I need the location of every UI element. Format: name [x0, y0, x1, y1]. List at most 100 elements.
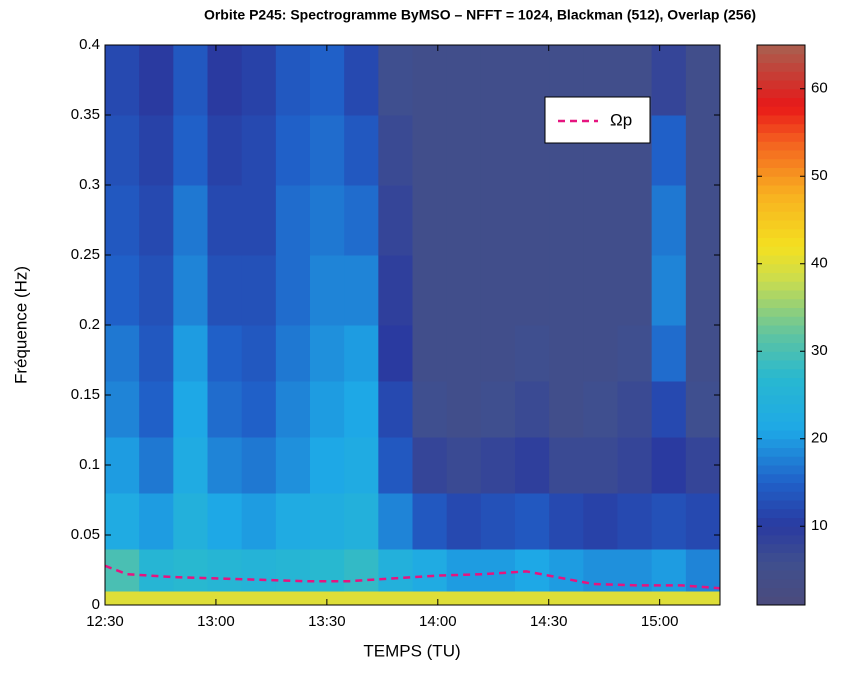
- heatmap-cell: [139, 255, 174, 326]
- heatmap-cell: [173, 493, 208, 550]
- heatmap-cell: [105, 591, 140, 606]
- heatmap-cell: [446, 437, 482, 494]
- heatmap-cell: [241, 115, 277, 186]
- heatmap-cell: [685, 493, 721, 550]
- heatmap-cell: [480, 185, 516, 256]
- heatmap-cell: [310, 381, 345, 438]
- colorbar-segment: [757, 62, 805, 72]
- y-tick-label: 0.3: [79, 176, 100, 193]
- heatmap-cell: [583, 493, 618, 550]
- colorbar-segment: [757, 132, 805, 142]
- heatmap-cell: [207, 493, 243, 550]
- heatmap-cell: [173, 325, 208, 382]
- heatmap-cell: [310, 325, 345, 382]
- heatmap-cell: [241, 549, 277, 592]
- heatmap-cell: [685, 381, 721, 438]
- heatmap-cell: [412, 325, 448, 382]
- colorbar-segment: [757, 298, 805, 308]
- heatmap-cell: [515, 115, 550, 186]
- x-tick-label: 15:00: [641, 613, 679, 630]
- heatmap-cell: [378, 437, 413, 494]
- colorbar-tick-label: 30: [811, 342, 828, 359]
- heatmap-cell: [480, 437, 516, 494]
- heatmap-cell: [651, 437, 687, 494]
- heatmap-cell: [446, 549, 482, 592]
- colorbar-segment: [757, 412, 805, 422]
- heatmap-cell: [378, 325, 413, 382]
- heatmap-cell: [310, 185, 345, 256]
- heatmap-cell: [515, 185, 550, 256]
- heatmap-cell: [275, 115, 311, 186]
- heatmap-cell: [651, 185, 687, 256]
- heatmap-cell: [651, 115, 687, 186]
- heatmap-cell: [173, 437, 208, 494]
- heatmap-cell: [275, 381, 311, 438]
- heatmap-cell: [617, 255, 653, 326]
- heatmap-cell: [105, 381, 140, 438]
- chart-title: Orbite P245: Spectrogramme ByMSO – NFFT …: [204, 7, 756, 23]
- heatmap-cell: [241, 437, 277, 494]
- x-tick-label: 14:00: [419, 613, 457, 630]
- colorbar-segment: [757, 255, 805, 265]
- heatmap-cell: [480, 591, 516, 606]
- colorbar-segment: [757, 115, 805, 125]
- heatmap-cell: [105, 493, 140, 550]
- colorbar-segment: [757, 517, 805, 527]
- heatmap-cell: [344, 493, 379, 550]
- heatmap-cell: [139, 381, 174, 438]
- colorbar-segment: [757, 342, 805, 352]
- heatmap-cell: [685, 325, 721, 382]
- heatmap-cell: [412, 591, 448, 606]
- heatmap-cell: [207, 115, 243, 186]
- heatmap-cell: [344, 325, 379, 382]
- heatmap-cell: [275, 255, 311, 326]
- y-tick-label: 0.1: [79, 456, 100, 473]
- heatmap-cell: [446, 45, 482, 116]
- heatmap-cell: [651, 325, 687, 382]
- colorbar-segment: [757, 456, 805, 466]
- x-axis-label: TEMPS (TU): [363, 641, 460, 660]
- heatmap-cell: [515, 45, 550, 116]
- heatmap-cell: [412, 115, 448, 186]
- heatmap-cell: [685, 255, 721, 326]
- heatmap-cell: [139, 549, 174, 592]
- heatmap-cell: [207, 549, 243, 592]
- heatmap-cell: [651, 381, 687, 438]
- heatmap-cell: [275, 325, 311, 382]
- heatmap-cell: [344, 45, 379, 116]
- heatmap-cell: [446, 185, 482, 256]
- heatmap-cell: [515, 255, 550, 326]
- heatmap-cell: [173, 185, 208, 256]
- heatmap-cell: [549, 493, 584, 550]
- colorbar-segment: [757, 220, 805, 230]
- omega-line: [104, 564, 720, 590]
- colorbar-segment: [757, 202, 805, 212]
- colorbar-segment: [757, 80, 805, 90]
- heatmap-cell: [583, 255, 618, 326]
- heatmap-cell: [549, 591, 584, 606]
- colorbar-segment: [757, 438, 805, 448]
- heatmap-cell: [515, 591, 550, 606]
- heatmap-cell: [378, 591, 413, 606]
- heatmap-cell: [105, 45, 140, 116]
- heatmap-cell: [549, 325, 584, 382]
- heatmap-cell: [241, 591, 277, 606]
- heatmap-cell: [651, 493, 687, 550]
- heatmap-cell: [378, 549, 413, 592]
- colorbar-frame: [756, 44, 806, 606]
- heatmap-cell: [583, 185, 618, 256]
- heatmap-cell: [549, 437, 584, 494]
- heatmap-cell: [583, 437, 618, 494]
- heatmap-cell: [412, 437, 448, 494]
- heatmap-cell: [515, 381, 550, 438]
- heatmap-cell: [105, 255, 140, 326]
- y-tick-label: 0.4: [79, 36, 100, 53]
- colorbar-segment: [757, 176, 805, 186]
- heatmap-cell: [207, 381, 243, 438]
- colorbar-segment: [757, 228, 805, 238]
- heatmap-cell: [685, 115, 721, 186]
- colorbar-segment: [757, 53, 805, 63]
- heatmap-cell: [344, 437, 379, 494]
- colorbar-segment: [757, 482, 805, 492]
- colorbar-segment: [757, 281, 805, 291]
